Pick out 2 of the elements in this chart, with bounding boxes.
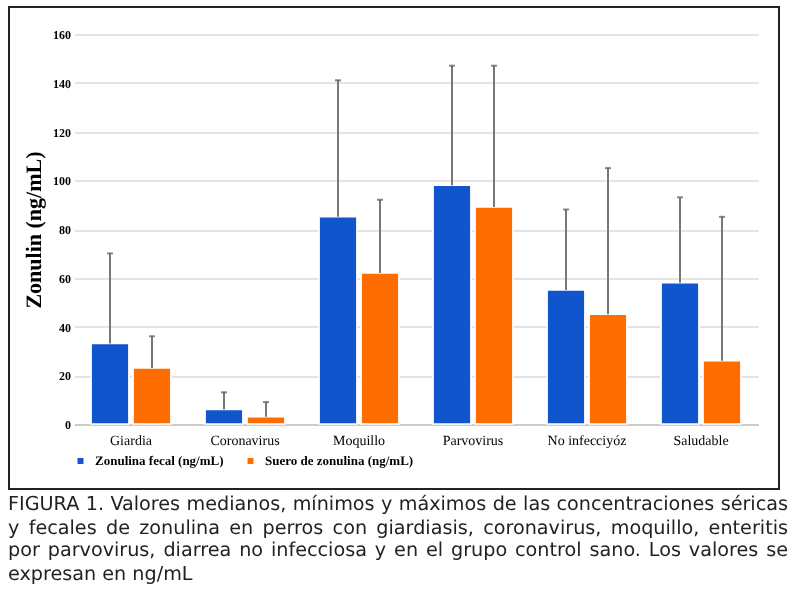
text: FIGURA 1. Valores medianos, mínimos y máximos de las concentraciones séricas y fecales de zonulina en perros con giardiasis, coronavirus, moquillo, enteritis por parvovirus, diarrea no infecciosa y en el grupo control sano. Los valores se expresan en ng/mL (8, 494, 788, 586)
y-axis-title: Zonulin (ng/mL) (23, 150, 47, 309)
